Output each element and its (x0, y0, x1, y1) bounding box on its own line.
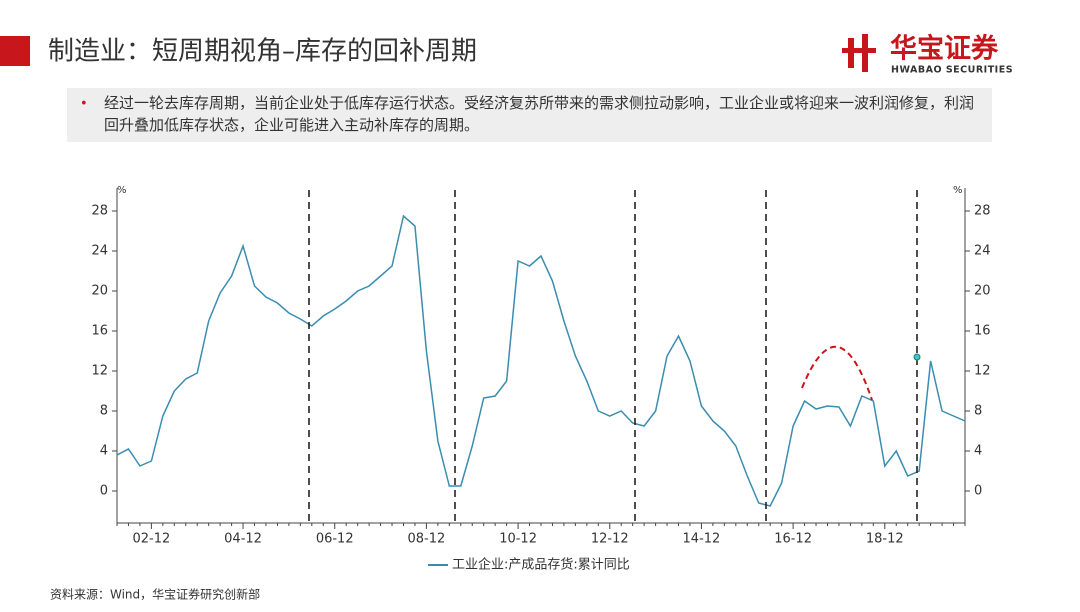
x-tick-label: 04-12 (224, 532, 262, 547)
series-line (116, 214, 966, 507)
y2-unit: % (953, 185, 963, 196)
x-tick-label: 10-12 (499, 532, 537, 547)
y-tick-label: 4 (100, 444, 108, 459)
logo: 华宝证券 HWABAO SECURITIES (842, 33, 1013, 76)
logo-en: HWABAO SECURITIES (891, 65, 1013, 76)
y-tick-label: 0 (100, 484, 108, 499)
y-tick-label: 28 (91, 204, 108, 219)
y-tick-label: 24 (91, 244, 108, 259)
y2-tick-label: 8 (974, 404, 982, 419)
y-tick-label: 12 (91, 364, 108, 379)
annotations (308, 190, 918, 522)
y-tick-label: 16 (91, 324, 108, 339)
logo-text: 华宝证券 (890, 33, 999, 65)
x-tick-label: 02-12 (132, 532, 170, 547)
y-tick-label: 8 (100, 404, 108, 419)
source: 资料来源：Wind，华宝证券研究创新部 (50, 587, 260, 602)
title-marker (0, 36, 30, 66)
y2-tick-label: 24 (974, 244, 991, 259)
x-tick-label: 12-12 (591, 532, 629, 547)
x-tick-label: 18-12 (866, 532, 904, 547)
legend-label: 工业企业:产成品存货:累计同比 (452, 557, 630, 573)
y2-tick-label: 0 (974, 484, 982, 499)
y-unit: % (117, 185, 127, 196)
y2-tick-label: 28 (974, 204, 991, 219)
y2-tick-label: 20 (974, 284, 991, 299)
x-tick-label: 08-12 (408, 532, 446, 547)
y2-tick-label: 12 (974, 364, 991, 379)
x-tick-label: 16-12 (774, 532, 812, 547)
slide-title: 制造业：短周期视角–库存的回补周期 (48, 37, 477, 67)
marker-dot (913, 353, 921, 361)
y-tick-label: 20 (91, 284, 108, 299)
bullet-wrap: 经过一轮去库存周期，当前企业处于低库存运行状态。受经济复苏所带来的需求侧拉动影响… (104, 94, 975, 134)
x-tick-label: 14-12 (683, 532, 721, 547)
y2-tick-label: 16 (974, 324, 991, 339)
bullet-box (67, 88, 992, 142)
y2-tick-label: 4 (974, 444, 982, 459)
bullet-dot: • (80, 97, 88, 112)
bullet-text: 经过一轮去库存周期，当前企业处于低库存运行状态。受经济复苏所带来的需求侧拉动影响… (104, 94, 975, 134)
x-tick-label: 06-12 (316, 532, 354, 547)
plot: % % 0 4 8 12 16 20 24 28 0 4 8 12 16 20 24 28 02-12 04-12 06… (91, 185, 990, 573)
